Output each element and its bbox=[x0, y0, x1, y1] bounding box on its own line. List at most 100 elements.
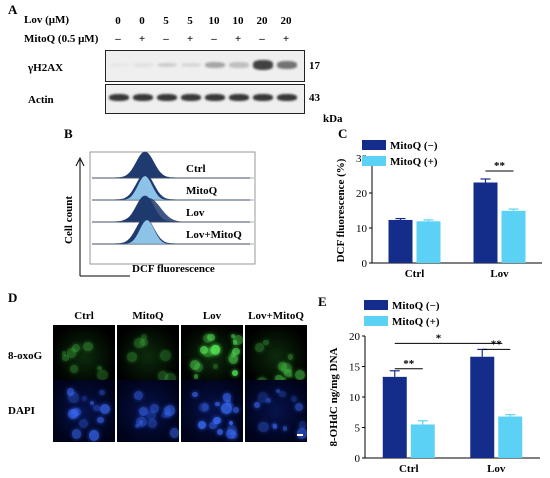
cell-nucleus bbox=[283, 368, 292, 378]
blot-band bbox=[205, 93, 225, 101]
bar bbox=[416, 221, 441, 263]
cell-nucleus bbox=[97, 365, 102, 371]
cell-nucleus bbox=[221, 403, 232, 414]
y-tick-label: 10 bbox=[349, 392, 361, 404]
blot-band bbox=[277, 61, 297, 69]
dcf-bar-chart: 0 10 20 30 DCF fluorescence (%) Ctrl Lov MitoQ … bbox=[335, 140, 542, 280]
cell-nucleus bbox=[97, 416, 104, 424]
cell-nucleus bbox=[202, 334, 212, 344]
legend-label: MitoQ (−) bbox=[390, 140, 438, 152]
cell-nucleus bbox=[133, 391, 143, 401]
panel-b-letter: B bbox=[64, 126, 73, 141]
cell-nucleus bbox=[287, 353, 294, 360]
cell-nucleus bbox=[199, 403, 209, 412]
lov-value-0: 0 bbox=[115, 15, 121, 27]
flow-row-label: Lov bbox=[186, 207, 205, 219]
cell-nucleus bbox=[139, 338, 148, 347]
cell-nucleus bbox=[138, 420, 144, 426]
flow-frame bbox=[89, 151, 256, 265]
dapi-image bbox=[53, 380, 115, 442]
cell-nucleus bbox=[97, 370, 108, 381]
lov-value-1: 0 bbox=[139, 15, 145, 27]
cell-nucleus bbox=[207, 333, 216, 342]
actin-blot bbox=[105, 84, 305, 114]
cell-nucleus bbox=[209, 421, 217, 430]
gh2ax-blot bbox=[105, 50, 305, 82]
x-tick-label: Lov bbox=[487, 463, 506, 475]
cell-nucleus bbox=[231, 334, 236, 339]
micro-col-label: Lov bbox=[202, 310, 222, 322]
cell-nucleus bbox=[227, 352, 238, 363]
cell-nucleus bbox=[190, 359, 201, 370]
cell-nucleus bbox=[201, 403, 210, 411]
blot-band bbox=[253, 93, 273, 101]
cell-nucleus bbox=[138, 407, 148, 417]
cell-nucleus bbox=[62, 355, 69, 362]
bar bbox=[501, 210, 526, 263]
blot-band bbox=[109, 93, 129, 101]
cell-nucleus bbox=[164, 405, 176, 417]
blot-band bbox=[277, 93, 297, 101]
cell-nucleus bbox=[233, 335, 243, 345]
blot-band bbox=[229, 93, 249, 101]
cell-nucleus bbox=[135, 416, 147, 428]
cell-nucleus bbox=[212, 363, 218, 369]
bar bbox=[498, 416, 523, 458]
mitoq-row-label: MitoQ (0.5 μM) bbox=[24, 33, 99, 45]
cell-nucleus bbox=[165, 373, 176, 385]
cell-nucleus bbox=[68, 392, 80, 403]
cell-nucleus bbox=[229, 420, 234, 425]
blot-band bbox=[253, 60, 273, 70]
lov-value-7: 20 bbox=[280, 15, 292, 27]
cell-nucleus bbox=[192, 391, 198, 397]
cell-nucleus bbox=[275, 388, 281, 394]
scale-bar bbox=[297, 434, 303, 436]
blot-band bbox=[205, 61, 225, 69]
cell-nucleus bbox=[254, 342, 264, 352]
blot-band bbox=[229, 62, 249, 68]
mitoq-value-7: + bbox=[282, 33, 290, 45]
blot-band bbox=[109, 62, 129, 68]
cell-nucleus bbox=[223, 393, 232, 402]
mitoq-value-1: + bbox=[138, 33, 146, 45]
blot-band bbox=[133, 62, 153, 68]
micro-row-label: DAPI bbox=[8, 405, 35, 417]
flow-histogram-sample bbox=[92, 198, 250, 222]
flow-y-label: Cell count bbox=[63, 196, 75, 244]
cell-nucleus bbox=[294, 402, 304, 411]
flow-y-arrow bbox=[75, 156, 85, 167]
y-axis-label: 8-OHdC ng/mg DNA bbox=[328, 347, 340, 446]
blot-band bbox=[157, 62, 177, 68]
y-tick-label: 15 bbox=[349, 362, 361, 374]
flow-row-label: Lov+MitoQ bbox=[186, 229, 242, 241]
flow-row-label: Ctrl bbox=[186, 163, 206, 175]
x-tick-label: Lov bbox=[490, 268, 509, 280]
y-tick-label: 30 bbox=[356, 153, 368, 165]
panel-e-letter: E bbox=[318, 294, 327, 309]
lov-value-6: 20 bbox=[256, 15, 268, 27]
cell-nucleus bbox=[88, 430, 100, 441]
cell-nucleus bbox=[216, 428, 223, 435]
cell-nucleus bbox=[254, 401, 261, 408]
y-tick-label: 0 bbox=[362, 258, 368, 270]
significance-mark: ** bbox=[403, 358, 415, 370]
legend-swatch bbox=[364, 300, 388, 310]
oxog-image bbox=[53, 325, 115, 387]
cell-nucleus bbox=[194, 363, 204, 373]
cell-nucleus bbox=[93, 405, 100, 412]
bar bbox=[410, 424, 435, 458]
micro-col-label: Lov+MitoQ bbox=[248, 310, 304, 322]
cell-nucleus bbox=[257, 392, 268, 403]
kda-gh2ax: 17 bbox=[309, 60, 320, 72]
cell-nucleus bbox=[290, 395, 297, 403]
cell-nucleus bbox=[78, 419, 88, 429]
y-tick-label: 10 bbox=[356, 223, 368, 235]
mitoq-value-3: + bbox=[186, 33, 194, 45]
cell-nucleus bbox=[193, 374, 199, 380]
panel-d-letter: D bbox=[8, 290, 18, 305]
cell-nucleus bbox=[289, 373, 294, 379]
significance-mark: * bbox=[436, 332, 442, 344]
cell-nucleus bbox=[279, 390, 286, 397]
y-tick-label: 5 bbox=[355, 423, 361, 435]
cell-nucleus bbox=[66, 348, 77, 358]
